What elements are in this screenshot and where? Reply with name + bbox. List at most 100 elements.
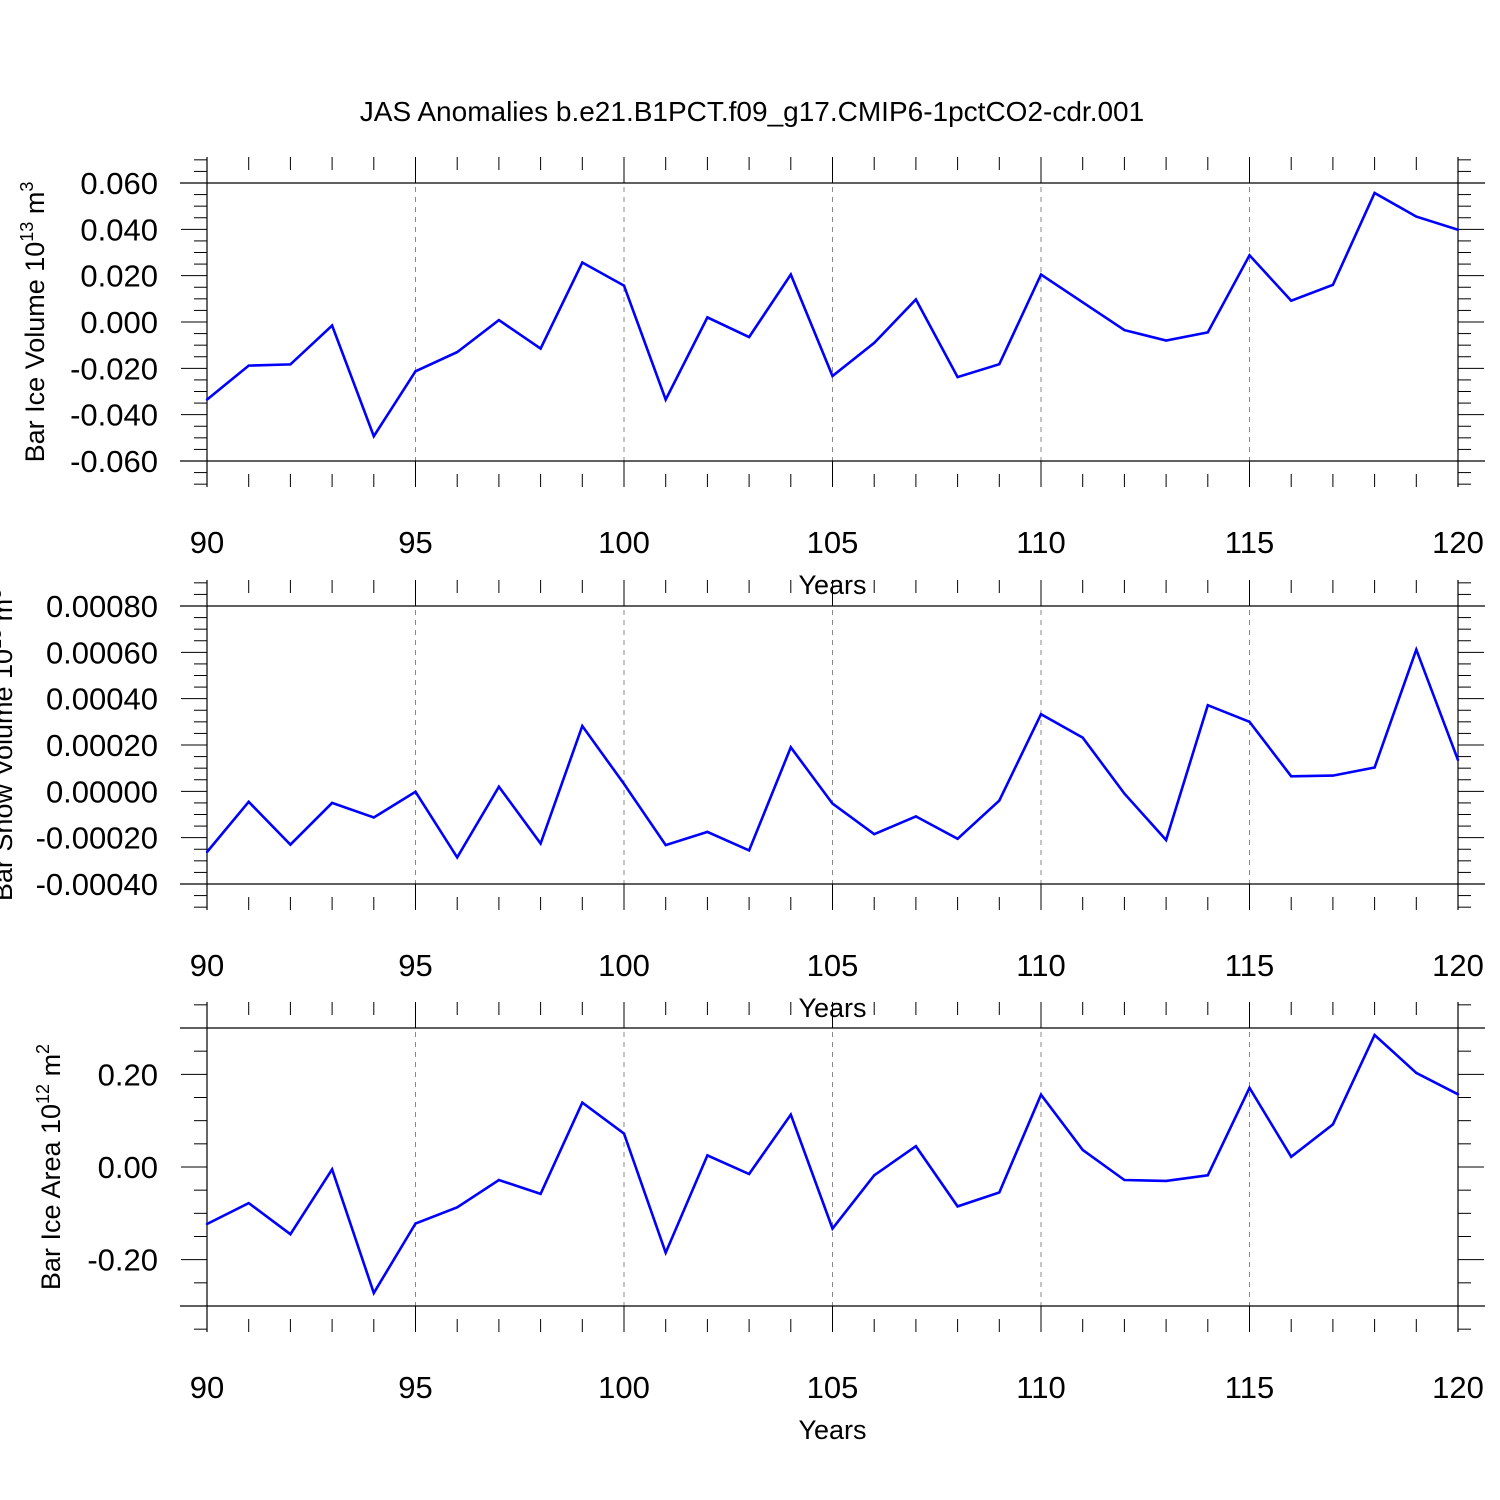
panel-1-y-tick-label-3: 0.000	[80, 305, 158, 340]
panel-2-data-point-102	[706, 830, 709, 834]
panel-3-x-tick-label-5: 115	[1225, 1370, 1274, 1405]
panel-3-data-point-115	[1248, 1086, 1251, 1089]
panel-1-y-tick-label-6: 0.060	[80, 166, 158, 201]
panel-1-y-axis-label-part-3: 3	[17, 182, 37, 192]
panel-3-data-point-97	[497, 1178, 501, 1182]
panel-2-data-point-105	[831, 802, 834, 805]
panel-3-data-point-101	[664, 1251, 667, 1254]
panel-2-y-tick-label-4: 0.00040	[46, 682, 158, 717]
panel-1-data-point-91	[247, 364, 250, 367]
panel-1-y-tick-label-5: 0.040	[80, 212, 158, 247]
panel-3-data-point-103	[747, 1172, 751, 1176]
panel-1-data-point-105	[831, 374, 834, 378]
panel-1-y-tick-label-4: 0.020	[80, 259, 158, 294]
panel-3-data-point-96	[456, 1206, 459, 1209]
panel-3-x-tick-label-1: 95	[398, 1370, 432, 1405]
panel-2-data-point-91	[247, 800, 250, 803]
panel-2-data-point-98	[539, 842, 542, 845]
panel-3-data-point-105	[831, 1227, 834, 1230]
panel-2-data-point-103	[747, 849, 751, 852]
panel-3-y-tick-label-2: 0.20	[98, 1057, 158, 1092]
panel-3-y-axis-label-part-1: 12	[33, 1084, 53, 1104]
panel-2-x-tick-label-2: 100	[598, 948, 650, 983]
panel-3-data-point-110	[1039, 1093, 1043, 1096]
panel-1-x-tick-label-2: 100	[598, 525, 650, 560]
panel-3-data-point-93	[330, 1168, 334, 1171]
panel-2-data-point-101	[664, 843, 667, 847]
panel-2-data-point-93	[330, 801, 334, 805]
panel-3-x-tick-label-0: 90	[190, 1370, 224, 1405]
panel-1: -0.060 -0.040 -0.020 0.000 0.020 0.040 0.060 90…	[17, 157, 1485, 600]
panel-2-data-point-118	[1373, 766, 1376, 769]
panel-1-y-tick-label-2: -0.020	[70, 351, 158, 386]
panel-2-data-point-92	[289, 843, 292, 846]
panel-2-y-tick-label-2: 0.00000	[46, 774, 158, 809]
panel-3-data-point-111	[1081, 1148, 1084, 1152]
panel-3-data-point-116	[1290, 1155, 1293, 1159]
panel-2-data-point-104	[789, 746, 792, 749]
panel-1-data-point-116	[1290, 299, 1293, 302]
panel-1-data-point-114	[1206, 331, 1210, 334]
panel-1-data-point-106	[873, 341, 876, 345]
panel-1-data-point-90	[205, 398, 209, 401]
panel-1-data-point-97	[497, 318, 501, 322]
panel-1-data-point-111	[1081, 301, 1084, 304]
panel-1-data-point-94	[372, 435, 375, 438]
panel-3-x-tick-label-2: 100	[598, 1370, 650, 1405]
panel-3-y-axis-label: Bar Ice Area 1012 m2	[33, 1044, 66, 1290]
panel-3-data-point-91	[247, 1201, 250, 1205]
panel-1-y-axis-label-part-2: m	[20, 192, 50, 222]
panel-2-y-axis-label-part-0: Bar Snow Volume 10	[0, 649, 18, 901]
panels: -0.060 -0.040 -0.020 0.000 0.020 0.040 0.060 90…	[0, 157, 1485, 1445]
panel-2-x-tick-label-5: 115	[1225, 948, 1274, 983]
panel-1-data-point-104	[789, 273, 792, 276]
panel-3-data-point-112	[1123, 1178, 1126, 1182]
panel-1-y-tick-label-0: -0.060	[70, 444, 158, 479]
panel-1-x-tick-label-3: 105	[807, 525, 859, 560]
panel-3: -0.20 0.00 0.20 90 95 100 105 110 115 120 Years Bar…	[33, 1002, 1485, 1445]
panel-3-data-point-113	[1164, 1179, 1168, 1183]
panel-2-y-axis-label: Bar Snow Volume 1013 m3	[0, 589, 18, 901]
panel-2-data-point-97	[497, 785, 501, 788]
panel-3-data-point-104	[789, 1113, 792, 1116]
panel-3-y-axis-label-part-2: m	[36, 1054, 66, 1084]
panel-2-data-point-113	[1164, 838, 1168, 842]
panel-1-data-point-99	[581, 261, 584, 264]
panel-3-data-point-107	[914, 1144, 918, 1148]
panel-3-data-point-109	[998, 1191, 1001, 1194]
panel-2-y-axis-label-part-3: 3	[0, 589, 5, 599]
panel-3-data-point-119	[1415, 1071, 1418, 1075]
panel-1-y-axis-label: Bar Ice Volume 1013 m3	[17, 182, 50, 463]
panel-2-data-point-120	[1456, 758, 1460, 762]
panel-2-y-tick-label-1: -0.00020	[36, 821, 158, 856]
panel-1-data-point-102	[706, 316, 709, 319]
panel-2-data-point-116	[1290, 775, 1293, 778]
panel-1-data-point-112	[1123, 328, 1126, 332]
panel-3-x-tick-label-3: 105	[807, 1370, 859, 1405]
panel-2: -0.00040 -0.00020 0.00000 0.00020 0.00040 0.0…	[0, 580, 1485, 1023]
panel-2-data-point-119	[1415, 648, 1418, 651]
panel-1-data-point-92	[289, 363, 292, 366]
panel-3-y-axis-label-part-3: 2	[33, 1044, 53, 1054]
panel-1-data-point-110	[1039, 273, 1043, 276]
panel-1-data-point-96	[456, 350, 459, 354]
panel-3-data-point-100	[622, 1132, 626, 1135]
panel-1-data-point-119	[1415, 215, 1418, 218]
panel-2-data-point-117	[1331, 774, 1335, 777]
panel-1-x-tick-label-5: 115	[1225, 525, 1274, 560]
panel-2-data-point-95	[414, 790, 417, 793]
panel-3-y-tick-label-0: -0.20	[87, 1243, 158, 1278]
panel-2-y-tick-label-0: -0.00040	[36, 867, 158, 902]
panel-2-data-point-108	[956, 837, 959, 841]
panel-2-data-point-96	[456, 856, 459, 859]
panel-1-x-tick-label-6: 120	[1432, 525, 1484, 560]
panel-2-data-point-110	[1039, 712, 1043, 716]
panel-1-y-axis-label-part-0: Bar Ice Volume 10	[20, 242, 50, 463]
panel-2-y-axis-label-part-1: 13	[0, 629, 5, 649]
panel-3-data-point-95	[414, 1222, 417, 1225]
panel-1-data-point-115	[1248, 254, 1251, 257]
panel-3-data-point-114	[1206, 1174, 1210, 1177]
panel-2-x-tick-label-3: 105	[807, 948, 859, 983]
panel-3-data-point-94	[372, 1291, 375, 1295]
panel-2-data-point-90	[205, 850, 209, 854]
